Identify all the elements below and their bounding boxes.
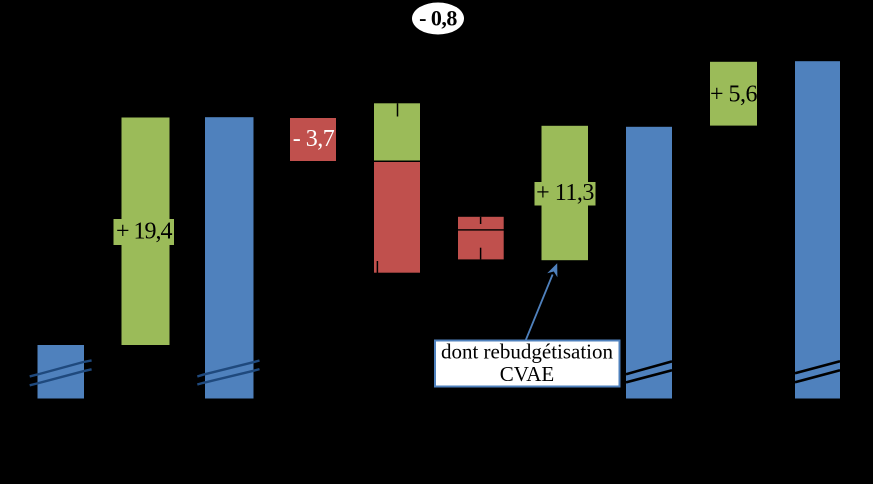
svg-text:+ 5,6: + 5,6 [710, 82, 758, 108]
svg-text:dont rebudgétisation: dont rebudgétisation [441, 340, 614, 364]
svg-text:- 3,7: - 3,7 [293, 126, 335, 152]
svg-text:+ 11,3: + 11,3 [536, 180, 594, 206]
svg-text:+ 19,4: + 19,4 [116, 219, 173, 245]
svg-text:- 0,8: - 0,8 [419, 6, 457, 31]
svg-text:CVAE: CVAE [500, 362, 554, 386]
